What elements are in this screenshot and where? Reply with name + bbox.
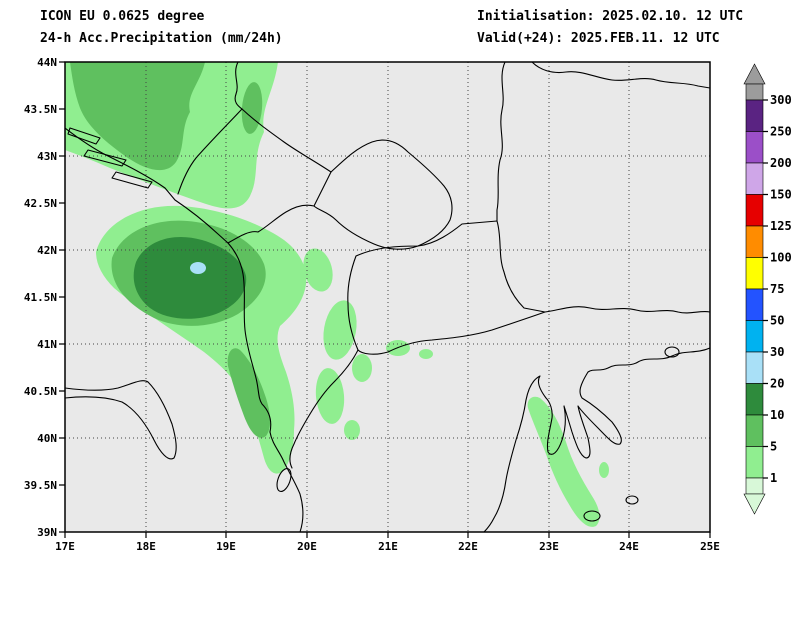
header-valid-time: Valid(+24): 2025.FEB.11. 12 UTC <box>477 31 720 46</box>
colorbar-tick-label: 5 <box>770 440 777 454</box>
lat-tick-label: 40N <box>37 432 57 445</box>
precip-patch-medium <box>241 82 263 134</box>
bosnia-montenegro-border <box>177 108 243 195</box>
colorbar-tick-label: 150 <box>770 188 792 202</box>
colorbar-segment <box>745 477 764 495</box>
colorbar-segment <box>745 351 764 384</box>
serbia-bulgaria-border <box>496 62 506 222</box>
colorbar-tick-label: 75 <box>770 282 784 296</box>
colorbar: 300 250 200 150 125 100 75 50 30 20 10 5… <box>743 63 792 515</box>
adriatic-ionian-coastline <box>65 127 304 532</box>
colorbar-segment <box>745 414 764 447</box>
lat-tick-label: 39.5N <box>24 479 57 492</box>
lat-tick-label: 41N <box>37 338 57 351</box>
lat-tick-label: 43N <box>37 150 57 163</box>
colorbar-tick-marks <box>763 99 768 479</box>
precip-spot-cyan <box>190 262 206 274</box>
lon-tick-label: 25E <box>700 540 720 553</box>
lat-tick-label: 39N <box>37 526 57 539</box>
bosnia-serbia-border <box>234 62 243 110</box>
lon-tick-label: 23E <box>539 540 559 553</box>
colorbar-tick-label: 300 <box>770 93 792 107</box>
colorbar-segment <box>745 383 764 416</box>
serbia-montenegro-border <box>241 108 332 173</box>
montenegro-albania-border <box>227 204 315 244</box>
colorbar-segment <box>745 257 764 290</box>
precip-patch-light <box>315 368 345 424</box>
lat-tick-label: 43.5N <box>24 103 57 116</box>
aegean-island <box>625 495 639 505</box>
lon-tick-label: 22E <box>458 540 478 553</box>
danube-border <box>531 62 710 89</box>
lon-tick-label: 18E <box>136 540 156 553</box>
header-init-time: Initialisation: 2025.02.10. 12 UTC <box>477 9 743 24</box>
colorbar-tick-label: 200 <box>770 156 792 170</box>
colorbar-segment <box>745 99 764 132</box>
north-macedonia-outline <box>347 220 546 355</box>
precip-patch-light <box>599 462 609 478</box>
lon-tick-label: 24E <box>619 540 639 553</box>
colorbar-segment <box>745 288 764 321</box>
lat-tick-label: 42.5N <box>24 197 57 210</box>
header-product: 24-h Acc.Precipitation (mm/24h) <box>40 31 283 46</box>
colorbar-tick-label: 100 <box>770 251 792 265</box>
lat-tick-marks <box>59 61 65 533</box>
colorbar-tick-label: 20 <box>770 377 784 391</box>
colorbar-segment <box>745 194 764 227</box>
kosovo-outline <box>313 139 453 250</box>
colorbar-segment <box>745 83 764 101</box>
lat-tick-label: 42N <box>37 244 57 257</box>
colorbar-segment <box>745 131 764 164</box>
croatian-islands <box>67 127 153 189</box>
header-model: ICON EU 0.0625 degree <box>40 9 205 24</box>
map-area <box>65 62 710 532</box>
colorbar-segment <box>745 446 764 479</box>
lat-tick-label: 41.5N <box>24 291 57 304</box>
lon-tick-label: 21E <box>378 540 398 553</box>
colorbar-arrow-top <box>743 63 766 85</box>
albania-greece-border <box>289 349 359 469</box>
aegean-coastline-chalkidiki <box>483 347 710 532</box>
precip-patch-light <box>303 248 333 292</box>
colorbar-arrow-bottom <box>743 493 766 515</box>
thasos-island <box>664 346 680 358</box>
colorbar-segment <box>745 320 764 353</box>
precip-area-light-greece <box>527 396 600 527</box>
sporades-island <box>583 510 601 522</box>
lon-tick-label: 19E <box>216 540 236 553</box>
colorbar-tick-label: 30 <box>770 345 784 359</box>
lon-tick-marks <box>64 532 711 538</box>
colorbar-segment <box>745 162 764 195</box>
bulgaria-greece-border <box>544 306 710 314</box>
lat-tick-label: 44N <box>37 56 57 69</box>
corfu-island <box>276 467 292 493</box>
colorbar-tick-label: 125 <box>770 219 792 233</box>
colorbar-tick-label: 50 <box>770 314 784 328</box>
colorbar-tick-label: 250 <box>770 125 792 139</box>
lon-tick-label: 17E <box>55 540 75 553</box>
precip-area-medium-albania <box>227 348 271 438</box>
precip-patch-light <box>419 349 433 359</box>
lon-tick-label: 20E <box>297 540 317 553</box>
precip-patch-light <box>344 420 360 440</box>
colorbar-segment <box>745 225 764 258</box>
colorbar-tick-label: 10 <box>770 408 784 422</box>
colorbar-tick-label: 1 <box>770 471 777 485</box>
lat-tick-label: 40.5N <box>24 385 57 398</box>
precip-area-medium-northwest <box>70 62 205 171</box>
italy-heel-coastline <box>65 380 177 460</box>
precip-area-dark-core <box>133 236 247 319</box>
precip-patch-light <box>352 354 372 382</box>
